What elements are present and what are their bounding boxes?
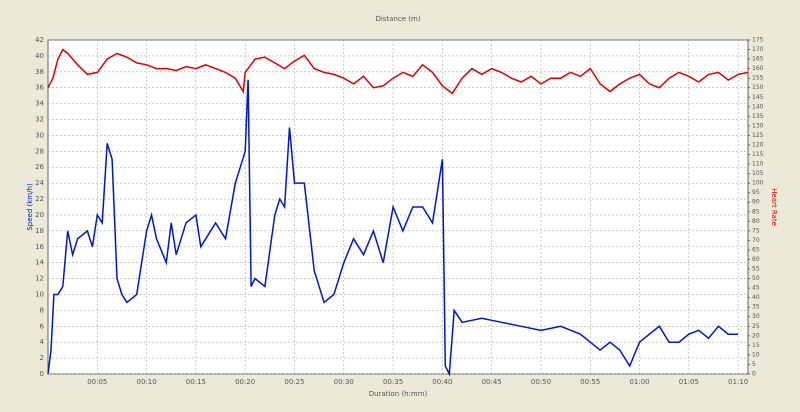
y2-tick-label: 175 — [752, 37, 764, 44]
y2-tick-label: 0 — [752, 371, 756, 378]
y-tick-label: 0 — [40, 370, 44, 378]
y2-tick-label: 10 — [752, 351, 760, 358]
x-tick-label: 01:00 — [629, 378, 649, 386]
y-tick-label: 8 — [40, 306, 44, 314]
y2-tick-label: 5 — [752, 361, 756, 368]
x-tick-label: 00:05 — [87, 378, 107, 386]
y2-tick-label: 165 — [752, 56, 764, 63]
plot-area — [47, 39, 749, 375]
y2-tick-label: 15 — [752, 342, 760, 349]
y2-tick-label: 130 — [752, 122, 764, 129]
y2-tick-label: 80 — [752, 218, 760, 225]
y-tick-label: 14 — [35, 259, 44, 267]
y-tick-label: 20 — [35, 211, 44, 219]
y2-tick-label: 140 — [752, 103, 764, 110]
y-tick-label: 28 — [35, 147, 44, 155]
y2-tick-label: 115 — [752, 151, 764, 158]
y2-tick-label: 25 — [752, 323, 760, 330]
x-tick-label: 01:10 — [728, 378, 748, 386]
y-tick-label: 6 — [40, 322, 45, 330]
x-tick-label: 00:20 — [235, 378, 255, 386]
y2-tick-label: 65 — [752, 246, 760, 253]
y-tick-label: 30 — [35, 131, 44, 139]
y2-tick-label: 20 — [752, 332, 760, 339]
y2-tick-label: 110 — [752, 161, 764, 168]
y2-tick-label: 70 — [752, 237, 760, 244]
y-tick-label: 10 — [35, 290, 44, 298]
y2-tick-label: 135 — [752, 113, 764, 120]
y2-tick-label: 145 — [752, 94, 764, 101]
y-tick-label: 40 — [35, 52, 44, 60]
y2-tick-label: 170 — [752, 46, 764, 53]
y-tick-label: 34 — [35, 100, 44, 108]
y-tick-label: 42 — [35, 36, 44, 44]
y2-tick-label: 50 — [752, 275, 760, 282]
y2-tick-label: 150 — [752, 84, 764, 91]
y-axis-label: Speed (km/h) — [26, 183, 34, 231]
y2-tick-label: 125 — [752, 132, 764, 139]
x-tick-label: 00:45 — [482, 378, 502, 386]
y2-tick-label: 40 — [752, 294, 760, 301]
x-tick-label: 00:35 — [383, 378, 403, 386]
y2-tick-label: 75 — [752, 227, 760, 234]
y2-tick-label: 85 — [752, 208, 760, 215]
y2-tick-label: 60 — [752, 256, 760, 263]
x-tick-label: 00:10 — [136, 378, 156, 386]
y-tick-label: 26 — [35, 163, 44, 171]
y2-tick-label: 55 — [752, 266, 760, 273]
chart-title: Distance (m) — [375, 15, 420, 23]
y2-tick-label: 105 — [752, 170, 764, 177]
y-tick-label: 24 — [35, 179, 44, 187]
y-tick-label: 16 — [35, 243, 44, 251]
y2-tick-label: 100 — [752, 180, 764, 187]
x-tick-label: 00:25 — [284, 378, 304, 386]
y2-tick-label: 120 — [752, 141, 764, 148]
y-tick-label: 38 — [35, 68, 44, 76]
y2-tick-label: 35 — [752, 304, 760, 311]
y-tick-label: 2 — [40, 354, 44, 362]
x-tick-label: 00:15 — [186, 378, 206, 386]
y-tick-label: 22 — [35, 195, 44, 203]
y2-axis-label: Heart Rate — [770, 188, 778, 226]
x-tick-label: 00:55 — [580, 378, 600, 386]
y-tick-label: 12 — [35, 275, 44, 283]
y-tick-label: 4 — [40, 338, 45, 346]
x-axis-label: Duration (h:mm) — [369, 390, 428, 398]
y2-tick-label: 45 — [752, 285, 760, 292]
x-tick-label: 00:50 — [531, 378, 551, 386]
y2-tick-label: 30 — [752, 313, 760, 320]
y-tick-label: 18 — [35, 227, 44, 235]
series-line — [47, 79, 739, 377]
y-tick-label: 36 — [35, 84, 44, 92]
x-tick-label: 00:30 — [334, 378, 354, 386]
x-tick-label: 01:05 — [679, 378, 699, 386]
y2-tick-label: 90 — [752, 199, 760, 206]
y-tick-label: 32 — [35, 116, 44, 124]
y2-tick-label: 95 — [752, 189, 760, 196]
series-line — [47, 48, 749, 95]
y2-tick-label: 155 — [752, 75, 764, 82]
x-tick-label: 00:40 — [432, 378, 452, 386]
y2-tick-label: 160 — [752, 65, 764, 72]
